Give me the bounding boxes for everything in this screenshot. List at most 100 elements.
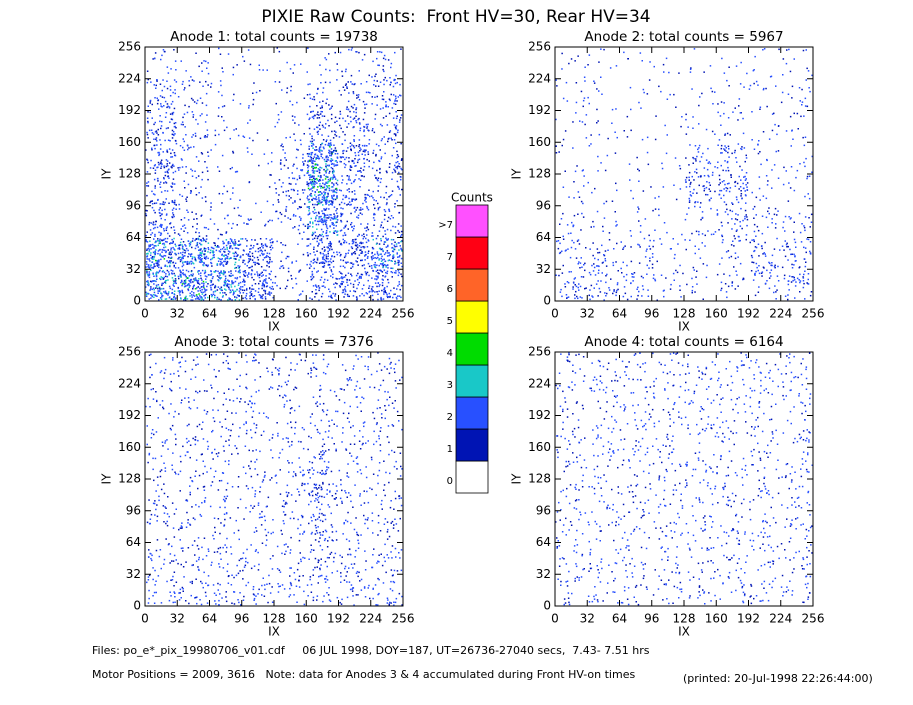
count-dot [381,282,384,284]
count-dot [150,81,152,83]
count-dot [234,251,237,253]
count-dot [307,155,310,157]
count-dot [224,292,226,294]
count-dot [791,276,793,278]
count-dot [363,135,366,137]
count-dot [376,278,378,280]
count-dot [638,220,640,222]
count-dot [366,293,369,295]
count-dot [336,69,339,71]
count-dot [260,243,263,245]
count-dot [325,123,327,125]
count-dot [272,281,274,284]
count-dot [314,191,317,194]
count-dot [400,233,403,236]
count-dot [378,285,380,288]
count-dot [182,282,185,284]
count-dot [325,140,327,143]
count-dot [363,264,365,266]
count-dot [230,284,232,286]
count-dot [724,160,726,162]
count-dot [218,107,220,109]
count-dot [394,241,396,243]
count-dot [247,223,249,225]
count-dot [384,58,387,61]
count-dot [727,145,730,148]
count-dot [261,284,263,287]
count-dot [153,178,156,181]
count-dot [742,132,745,135]
count-dot [151,232,154,234]
count-dot [777,280,780,282]
count-dot [623,130,625,132]
count-dot [335,182,338,184]
count-dot [389,254,391,256]
count-dot [326,155,328,157]
count-dot [197,286,199,288]
count-dot [310,278,313,281]
count-dot [288,182,291,185]
count-dot [357,272,359,275]
count-dot [721,152,723,154]
count-dot [157,161,160,164]
count-dot [173,122,176,125]
count-dot [745,202,747,204]
count-dot [802,136,804,139]
count-dot [292,119,294,121]
count-dot [742,182,744,185]
count-dot [319,216,321,218]
count-dot [354,290,357,293]
count-dot [340,213,343,216]
count-dot [218,280,220,282]
count-dot [172,241,174,244]
count-dot [386,295,388,298]
count-dot [205,238,208,240]
count-dot [259,247,261,249]
count-dot [708,188,710,190]
count-dot [202,237,204,240]
count-dot [782,226,784,229]
count-dot [378,145,380,147]
count-dot [324,223,327,225]
count-dot [792,138,794,140]
count-dot [250,290,252,293]
count-dot [325,224,328,226]
count-dot [774,285,776,287]
count-dot [793,279,796,281]
count-dot [742,219,744,222]
count-dot [189,243,192,246]
count-dot [284,157,286,159]
count-dot [791,129,793,131]
count-dot [352,229,354,232]
count-dot [313,167,316,169]
count-dot [278,81,281,83]
count-dot [310,152,312,154]
count-dot [329,180,331,182]
count-dot [608,232,611,234]
count-dot [173,79,176,81]
count-dot [154,211,156,214]
count-dot [809,294,812,297]
count-dot [291,115,294,117]
count-dot [346,220,348,223]
count-dot [249,297,251,300]
count-dot [597,280,599,282]
count-dot [213,254,215,256]
count-dot [398,121,401,123]
count-dot [371,289,373,291]
count-dot [193,284,195,287]
count-dot [325,188,328,190]
count-dot [736,182,739,185]
count-dot [237,267,240,269]
count-dot [354,179,356,181]
count-dot [168,291,170,293]
count-dot [307,226,309,228]
count-dot [161,89,163,92]
count-dot [198,261,201,263]
count-dot [153,123,155,126]
count-dot [264,289,267,292]
count-dot [313,179,315,181]
count-dot [349,168,351,171]
count-dot [319,239,321,241]
count-dot [159,139,161,141]
